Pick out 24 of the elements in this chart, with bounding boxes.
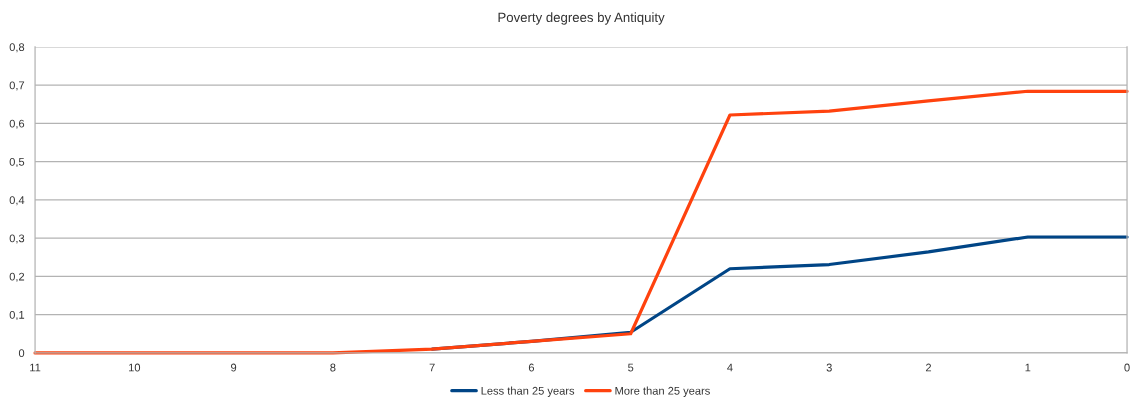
- y-tick-label: 0,2: [9, 272, 25, 282]
- x-tick-label: 8: [330, 363, 336, 372]
- y-tick-label: 0,4: [9, 196, 25, 206]
- y-tick-label: 0,1: [9, 310, 25, 321]
- x-tick-label: 7: [429, 363, 435, 372]
- y-tick-label: 0,8: [9, 43, 25, 53]
- x-tick-label: 3: [826, 363, 832, 372]
- x-tick-label: 1: [1025, 363, 1031, 372]
- chart-title: Poverty degrees by Antiquity: [498, 12, 665, 25]
- y-tick-label: 0,6: [9, 119, 25, 129]
- x-tick-label: 6: [528, 363, 535, 372]
- y-tick-label: 0,7: [9, 81, 25, 91]
- x-tick-label: 5: [628, 363, 634, 372]
- x-tick-label: 9: [231, 363, 237, 372]
- x-tick-label: 11: [30, 363, 41, 372]
- y-tick-label: 0,5: [9, 157, 25, 168]
- x-tick-label: 2: [925, 363, 932, 372]
- y-tick-label: 0: [18, 349, 25, 358]
- x-tick-label: 4: [727, 363, 733, 372]
- legend-label: More than 25 years: [615, 386, 710, 397]
- y-tick-label: 0,3: [9, 234, 25, 244]
- x-tick-label: 0: [1124, 363, 1130, 372]
- legend-label: Less than 25 years: [481, 386, 575, 397]
- x-tick-label: 10: [129, 363, 141, 372]
